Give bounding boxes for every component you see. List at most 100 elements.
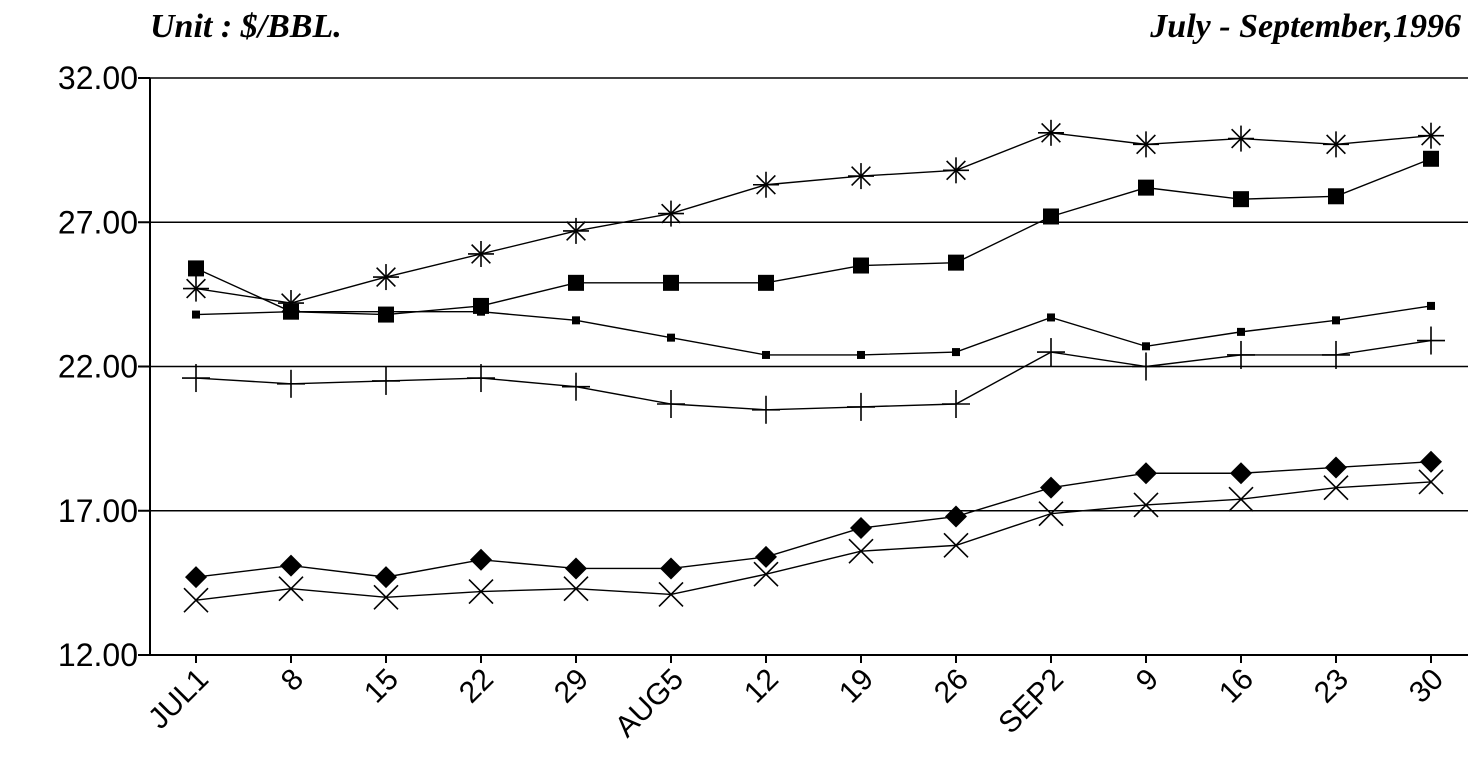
square-marker (1328, 188, 1344, 205)
x-tick-label: 15 (358, 663, 405, 710)
x-marker (1133, 492, 1159, 518)
asterisk-marker (661, 203, 681, 224)
square-marker (663, 274, 679, 291)
diamond-marker (280, 554, 302, 577)
asterisk-marker (756, 174, 776, 195)
asterisk-marker (1136, 134, 1156, 155)
square-marker (1423, 150, 1439, 167)
series-line (195, 132, 1432, 304)
series-line (195, 461, 1432, 578)
asterisk-marker (1231, 128, 1251, 149)
x-marker (278, 576, 304, 602)
x-tick-label: 8 (275, 663, 310, 698)
small-square-marker (287, 307, 295, 316)
series-small-square (192, 301, 1435, 359)
square-marker (1043, 208, 1059, 225)
period-label: July - September,1996 (1150, 8, 1461, 45)
asterisk-marker (566, 220, 586, 241)
diamond-marker (850, 517, 872, 540)
small-square-marker (667, 333, 675, 342)
x-marker (848, 538, 874, 564)
square-marker (853, 257, 869, 274)
x-tick-label: 23 (1308, 663, 1355, 710)
diamond-marker (470, 548, 492, 571)
series-plus (182, 326, 1445, 424)
asterisk-marker (1041, 122, 1061, 143)
x-tick-label: 26 (928, 663, 975, 710)
x-marker (1323, 475, 1349, 501)
y-tick-label: 12.00 (58, 637, 138, 673)
asterisk-marker (946, 160, 966, 181)
series-filled-diamond (185, 450, 1442, 589)
diamond-marker (945, 505, 967, 528)
y-tick-label: 17.00 (58, 493, 138, 529)
series-line (195, 339, 1432, 411)
diamond-marker (1325, 456, 1347, 479)
x-marker (1038, 501, 1064, 527)
asterisk-marker (471, 244, 491, 264)
y-tick-label: 32.00 (58, 60, 138, 96)
x-tick-label: 19 (833, 663, 880, 710)
diamond-marker (755, 545, 777, 568)
x-tick-label: 22 (453, 663, 500, 710)
x-tick-label: 12 (738, 663, 785, 710)
small-square-marker (1427, 301, 1435, 310)
small-square-marker (572, 316, 580, 325)
unit-label: Unit : $/BBL. (150, 8, 342, 45)
asterisk-marker (851, 166, 871, 187)
small-square-marker (952, 348, 960, 357)
x-tick-label: 9 (1130, 663, 1165, 698)
diamond-marker (375, 566, 397, 589)
square-marker (188, 260, 204, 277)
x-tick-label: JUL1 (142, 663, 215, 736)
x-marker (373, 584, 399, 610)
small-square-marker (1237, 327, 1245, 336)
small-square-marker (477, 307, 485, 316)
series-filled-square (188, 150, 1439, 323)
diamond-marker (1135, 462, 1157, 485)
small-square-marker (762, 350, 770, 359)
square-marker (568, 274, 584, 291)
small-square-marker (857, 350, 865, 359)
series-x-cross (183, 469, 1444, 613)
small-square-marker (1332, 316, 1340, 325)
series-line (195, 481, 1432, 601)
x-marker (1418, 469, 1444, 495)
asterisk-marker (376, 267, 396, 287)
x-tick-label: 16 (1213, 663, 1260, 710)
x-marker (183, 587, 209, 613)
x-tick-label: SEP2 (992, 663, 1070, 741)
x-tick-label: 30 (1403, 663, 1450, 710)
square-marker (1233, 191, 1249, 208)
diamond-marker (185, 566, 207, 589)
x-marker (943, 532, 969, 558)
diamond-marker (565, 557, 587, 580)
square-marker (948, 254, 964, 271)
series-line (195, 305, 1432, 356)
x-tick-label: AUG5 (609, 663, 690, 744)
diamond-marker (1040, 476, 1062, 499)
asterisk-marker (1421, 125, 1441, 146)
y-tick-label: 22.00 (58, 349, 138, 385)
x-marker (658, 581, 684, 607)
asterisk-marker (1326, 134, 1346, 155)
y-tick-label: 27.00 (58, 204, 138, 240)
square-marker (1138, 179, 1154, 196)
x-tick-label: 29 (548, 663, 595, 710)
x-marker (563, 576, 589, 602)
x-marker (753, 561, 779, 587)
diamond-marker (1420, 450, 1442, 473)
small-square-marker (382, 307, 390, 316)
series-asterisk (183, 119, 1444, 317)
diamond-marker (1230, 462, 1252, 485)
small-square-marker (192, 310, 200, 319)
asterisk-marker (186, 278, 206, 299)
diamond-marker (660, 557, 682, 580)
x-marker (468, 578, 494, 605)
x-marker (1228, 486, 1254, 512)
series-line (195, 158, 1432, 316)
small-square-marker (1047, 313, 1055, 322)
small-square-marker (1142, 342, 1150, 351)
square-marker (758, 274, 774, 291)
